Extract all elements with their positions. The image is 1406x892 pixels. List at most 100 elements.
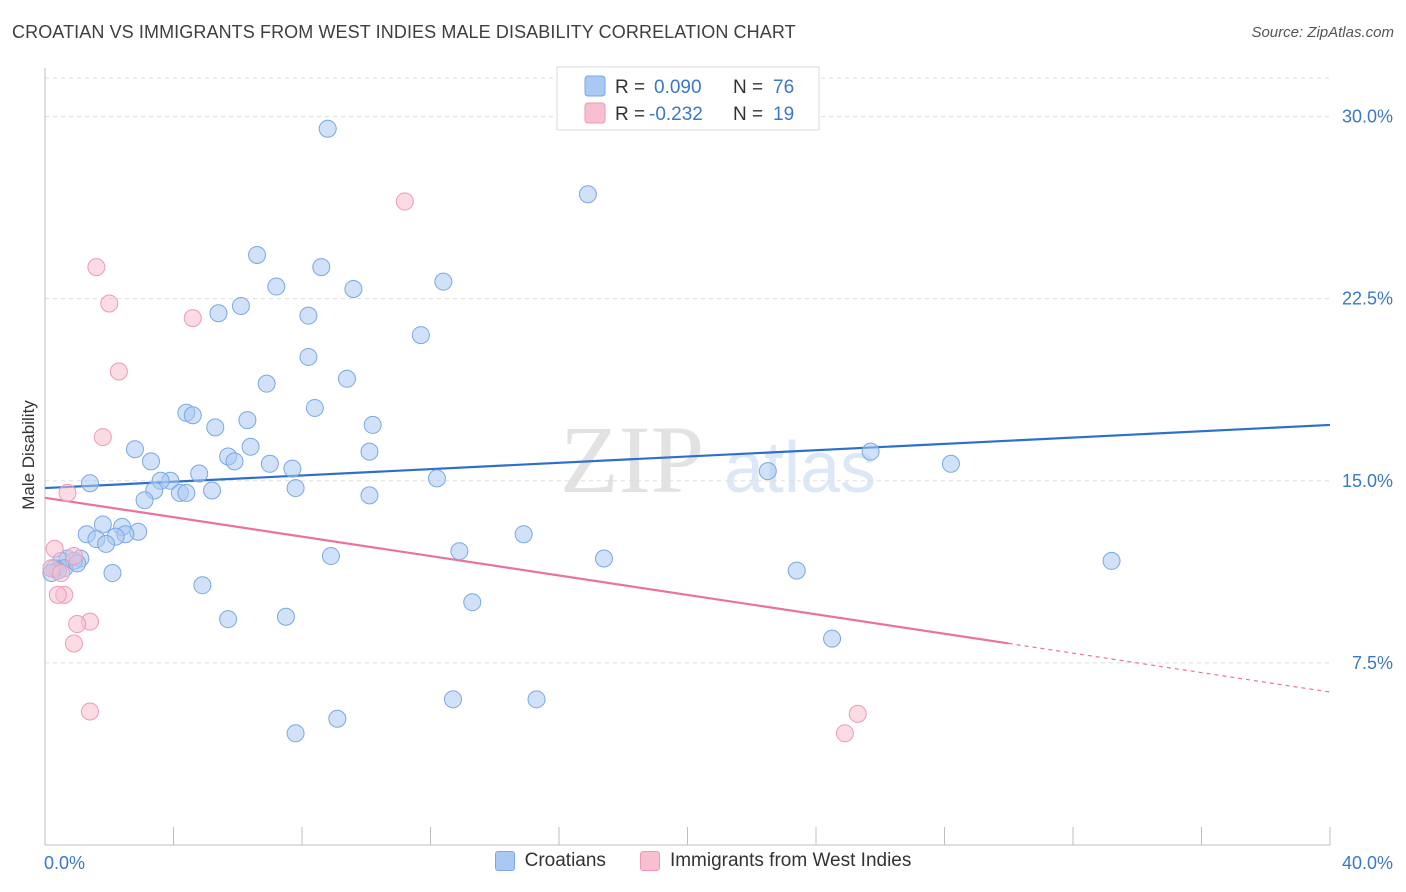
legend-r-value-1: 0.090 (654, 77, 702, 98)
point-croatians (248, 245, 267, 264)
source-label: Source: ZipAtlas.com (1251, 24, 1394, 41)
point-west-indies (80, 702, 99, 721)
point-west-indies (48, 585, 67, 604)
legend-item-croatians: Croatians (494, 850, 606, 872)
point-croatians (360, 442, 379, 461)
trendline-croatians (44, 423, 1331, 490)
point-croatians (142, 452, 161, 471)
legend-n-value-1: 76 (773, 77, 794, 98)
legend-swatch-blue (494, 851, 515, 871)
point-croatians (257, 374, 276, 393)
x-tick-label-max: 40.0% (1342, 853, 1393, 873)
point-croatians (190, 464, 209, 483)
y-tick-label: 30.0% (1342, 107, 1393, 127)
watermark-atlas: atlas (724, 428, 876, 508)
point-west-indies (64, 547, 83, 566)
point-west-indies (183, 309, 202, 328)
legend-r-value-2: -0.232 (649, 104, 703, 125)
point-croatians (80, 474, 99, 493)
point-west-indies (109, 362, 128, 381)
point-west-indies (45, 539, 64, 558)
point-croatians (434, 272, 453, 291)
point-croatians (578, 185, 597, 204)
point-croatians (941, 454, 960, 473)
point-croatians (231, 296, 250, 315)
point-croatians (183, 406, 202, 425)
legend-swatch-pink (639, 851, 660, 871)
point-croatians (260, 454, 279, 473)
point-west-indies (93, 428, 112, 447)
point-croatians (125, 440, 144, 459)
trendline-west-indies-extension (1008, 642, 1331, 693)
point-west-indies (52, 564, 71, 583)
point-west-indies (58, 483, 77, 502)
point-croatians (267, 277, 286, 296)
point-croatians (527, 690, 546, 709)
legend-r-label-2: R = (615, 104, 645, 125)
point-croatians (209, 304, 228, 323)
point-croatians (97, 534, 116, 553)
legend-n-label-2: N = (733, 104, 763, 125)
point-croatians (286, 479, 305, 498)
point-croatians (758, 462, 777, 481)
point-croatians (312, 258, 331, 277)
y-axis-label: Male Disability (19, 400, 38, 510)
point-croatians (363, 415, 382, 434)
point-croatians (328, 709, 347, 728)
stats-legend: R = 0.090 N = 76 R = -0.232 N = 19 (556, 66, 820, 131)
point-croatians (103, 564, 122, 583)
chart-title: CROATIAN VS IMMIGRANTS FROM WEST INDIES … (12, 22, 796, 42)
point-croatians (299, 306, 318, 325)
point-croatians (283, 459, 302, 478)
point-croatians (1102, 551, 1121, 570)
point-croatians (238, 411, 257, 430)
point-croatians (299, 347, 318, 366)
x-tick-label-min: 0.0% (44, 853, 85, 873)
point-croatians (206, 418, 225, 437)
point-croatians (344, 279, 363, 298)
point-croatians (305, 398, 324, 417)
y-tick-label: 15.0% (1342, 471, 1393, 491)
legend-swatch-west-indies (584, 102, 606, 124)
point-croatians (177, 483, 196, 502)
point-croatians (411, 326, 430, 345)
point-croatians (219, 610, 238, 629)
point-croatians (286, 724, 305, 743)
point-west-indies (68, 615, 87, 634)
point-croatians (193, 576, 212, 595)
legend-label-croatians: Croatians (524, 850, 606, 871)
point-croatians (514, 525, 533, 544)
point-croatians (276, 607, 295, 626)
point-croatians (337, 369, 356, 388)
point-croatians (861, 442, 880, 461)
point-croatians (225, 452, 244, 471)
point-croatians (594, 549, 613, 568)
y-tick-label: 22.5% (1342, 289, 1393, 309)
point-west-indies (64, 634, 83, 653)
point-croatians (321, 547, 340, 566)
point-west-indies (395, 192, 414, 211)
point-croatians (241, 437, 260, 456)
point-croatians (787, 561, 806, 580)
legend-item-west-indies: Immigrants from West Indies (639, 850, 912, 872)
point-croatians (318, 119, 337, 138)
y-tick-label: 7.5% (1352, 653, 1393, 673)
point-croatians (427, 469, 446, 488)
legend-n-value-2: 19 (773, 104, 794, 125)
point-west-indies (87, 258, 106, 277)
legend-label-west-indies: Immigrants from West Indies (669, 850, 912, 871)
series-legend: Croatians Immigrants from West Indies (0, 850, 1406, 872)
legend-swatch-croatians (584, 75, 606, 97)
trendline-west-indies (44, 496, 1009, 645)
point-croatians (443, 690, 462, 709)
point-croatians (360, 486, 379, 505)
point-croatians (203, 481, 222, 500)
point-west-indies (100, 294, 119, 313)
point-croatians (463, 593, 482, 612)
point-croatians (135, 491, 154, 510)
point-west-indies (835, 724, 854, 743)
legend-r-label-1: R = (615, 77, 645, 98)
legend-n-label-1: N = (733, 77, 763, 98)
point-croatians (450, 542, 469, 561)
